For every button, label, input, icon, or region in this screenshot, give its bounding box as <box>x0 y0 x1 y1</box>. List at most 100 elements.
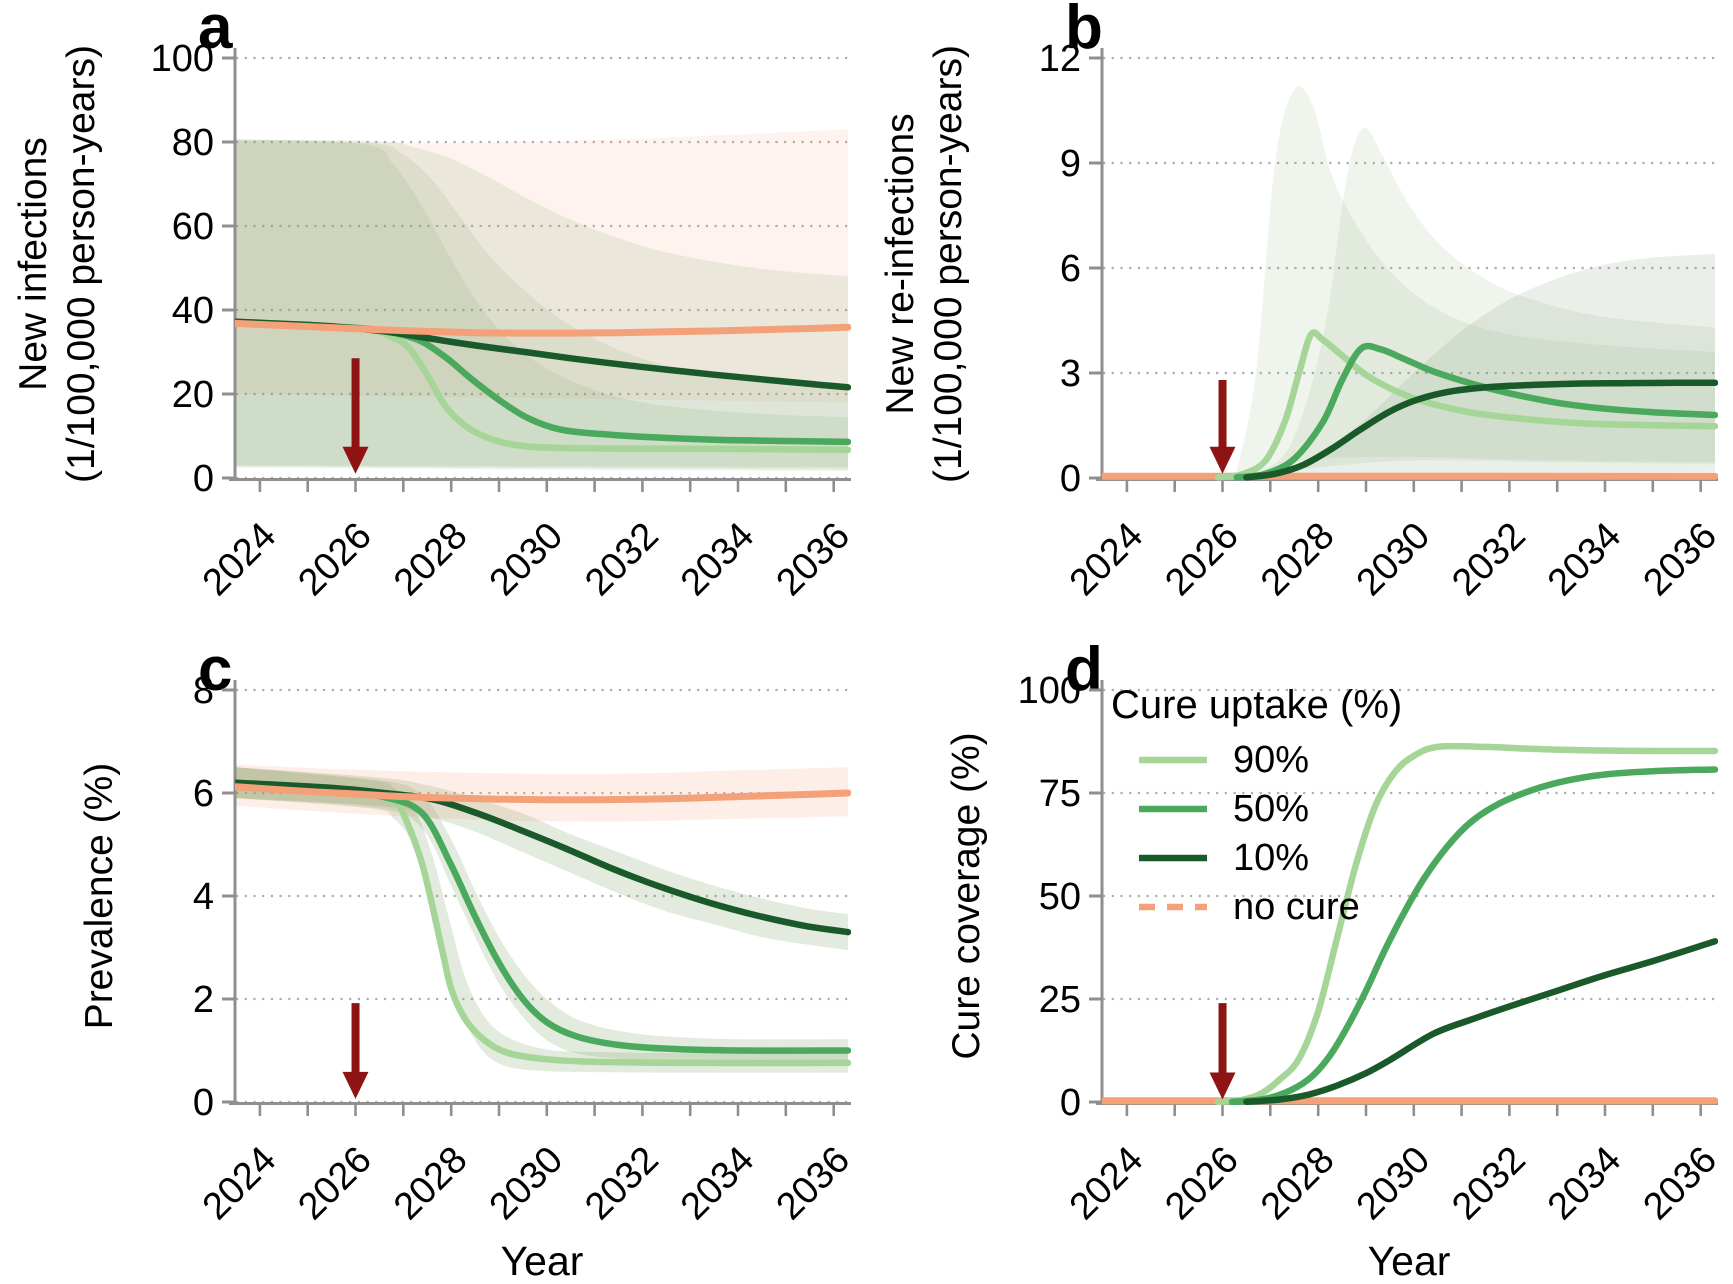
panel-c-x-axis-title: Year <box>500 1238 584 1284</box>
y-tick-label-0: 0 <box>193 1082 214 1124</box>
y-tick-label-50: 50 <box>1039 876 1081 918</box>
y-tick-label-8: 8 <box>193 670 214 712</box>
x-tick-label-2024: 2024 <box>1062 1139 1151 1228</box>
series-group <box>235 318 851 454</box>
series-10pct-line <box>1243 938 1718 1106</box>
series-90pct-line <box>1214 329 1718 481</box>
x-tick-label-2028: 2028 <box>386 515 475 604</box>
x-tick-label-2032: 2032 <box>577 515 666 604</box>
x-tick-label-2030: 2030 <box>482 1139 571 1228</box>
x-tick-label-2024: 2024 <box>1062 515 1151 604</box>
x-tick-label-2034: 2034 <box>1540 1139 1629 1228</box>
x-tick-label-2026: 2026 <box>290 515 379 604</box>
series-50pct-line <box>1233 342 1718 481</box>
panel-a: a New infections (1/100,000 person-years… <box>0 0 866 642</box>
legend-label-50pct: 50% <box>1233 788 1309 830</box>
arrow-head-icon <box>1209 446 1236 474</box>
y-tick-label-20: 20 <box>172 374 214 416</box>
series-no-cure-line <box>235 783 851 804</box>
x-tick-label-2036: 2036 <box>1636 515 1725 604</box>
arrow-head-icon <box>342 1071 369 1099</box>
panel-d: d Cure coverage (%) 0 25 50 75 100 2024 2026 20… <box>867 635 1733 1284</box>
y-tick-label-3: 3 <box>1060 353 1081 395</box>
x-tick-label-2030: 2030 <box>1349 515 1438 604</box>
legend: Cure uptake (%) 90% 50% 10% no cure <box>1111 683 1402 928</box>
x-tick-label-2036: 2036 <box>769 515 858 604</box>
cure-introduction-arrow <box>342 358 369 474</box>
y-tick-label-6: 6 <box>193 773 214 815</box>
y-tick-label-25: 25 <box>1039 979 1081 1021</box>
panel-c: c Prevalence (%) 0 2 4 6 8 2024 2026 2028 2030 20… <box>0 635 866 1284</box>
y-tick-label-0: 0 <box>1060 1082 1081 1124</box>
x-tick-label-2024: 2024 <box>195 1139 284 1228</box>
cure-introduction-arrow <box>342 1003 369 1099</box>
legend-label-10pct: 10% <box>1233 837 1309 879</box>
ribbon-uptake50-ci <box>236 767 848 1062</box>
x-tick-label-2034: 2034 <box>673 1139 762 1228</box>
ribbon-uptake90-ci <box>236 139 848 471</box>
panel-a-letter: a <box>198 0 233 62</box>
series-group <box>1102 329 1718 481</box>
panel-d-chart: 0 25 50 75 100 2024 2026 2028 2030 2032 2034 2036 Cu… <box>1018 670 1725 1228</box>
x-tick-label-2024: 2024 <box>195 515 284 604</box>
series-50pct-line <box>1228 766 1718 1106</box>
x-tick-label-2034: 2034 <box>1540 515 1629 604</box>
ribbon-uptake50-ci <box>236 139 848 470</box>
ribbon-no-cure-ci <box>236 764 848 822</box>
arrow-head-icon <box>1209 1072 1236 1100</box>
y-tick-label-9: 9 <box>1060 143 1081 185</box>
ribbons-group <box>1236 86 1715 478</box>
y-tick-label-40: 40 <box>172 290 214 332</box>
legend-label-no-cure: no cure <box>1233 886 1360 928</box>
series-no-cure-line <box>235 319 851 337</box>
y-tick-label-0: 0 <box>1060 458 1081 500</box>
x-tick-label-2036: 2036 <box>769 1139 858 1228</box>
y-tick-label-2: 2 <box>193 979 214 1021</box>
y-tick-label-6: 6 <box>1060 248 1081 290</box>
x-tick-label-2028: 2028 <box>386 1139 475 1228</box>
ribbon-uptake10-ci <box>236 139 848 468</box>
ribbons-group <box>236 764 848 1073</box>
y-tick-label-60: 60 <box>172 206 214 248</box>
series-group <box>235 779 851 1067</box>
y-tick-label-4: 4 <box>193 876 214 918</box>
ribbons-group <box>236 129 848 471</box>
panel-c-chart: 0 2 4 6 8 2024 2026 2028 2030 2032 2034 2036 <box>193 670 858 1228</box>
x-tick-label-2032: 2032 <box>1444 1139 1533 1228</box>
y-tick-label-0: 0 <box>193 458 214 500</box>
x-tick-label-2026: 2026 <box>1157 515 1246 604</box>
y-tick-label-100: 100 <box>151 38 214 80</box>
panel-c-letter: c <box>198 635 233 704</box>
series-90pct-line <box>1214 742 1718 1106</box>
y-tick-label-12: 12 <box>1039 38 1081 80</box>
legend-label-90pct: 90% <box>1233 739 1309 781</box>
panel-b: b New re-infections (1/100,000 person-ye… <box>867 0 1733 642</box>
x-tick-label-2030: 2030 <box>1349 1139 1438 1228</box>
panel-b-chart: 0 3 6 9 12 2024 2026 2028 2030 2032 2034 2036 <box>1039 38 1725 604</box>
panel-b-letter: b <box>1065 0 1103 62</box>
x-tick-label-2032: 2032 <box>577 1139 666 1228</box>
x-tick-label-2030: 2030 <box>482 515 571 604</box>
legend-title: Cure uptake (%) <box>1111 683 1402 727</box>
cure-introduction-arrow <box>1209 380 1236 474</box>
x-tick-label-2026: 2026 <box>1157 1139 1246 1228</box>
series-group <box>1102 742 1718 1106</box>
ribbon-uptake10-ci <box>236 767 848 951</box>
x-tick-label-2026: 2026 <box>290 1139 379 1228</box>
cure-introduction-arrow <box>1209 1003 1236 1100</box>
x-tick-label-2032: 2032 <box>1444 515 1533 604</box>
panel-d-letter: d <box>1065 635 1103 704</box>
y-tick-label-80: 80 <box>172 122 214 164</box>
ribbon-uptake50-ci <box>1251 127 1715 477</box>
y-tick-label-100: 100 <box>1018 670 1081 712</box>
panel-a-chart: 0 20 40 60 80 100 2024 2026 2028 2030 2032 2034 2036 <box>151 38 858 604</box>
ribbon-uptake90-ci <box>236 767 848 1073</box>
panel-d-x-axis-title: Year <box>1367 1238 1451 1284</box>
series-10pct-line <box>1243 379 1718 481</box>
arrow-head-icon <box>342 446 369 474</box>
x-tick-label-2028: 2028 <box>1253 515 1342 604</box>
ribbon-uptake90-ci <box>1236 86 1715 477</box>
x-tick-label-2034: 2034 <box>673 515 762 604</box>
x-tick-label-2028: 2028 <box>1253 1139 1342 1228</box>
